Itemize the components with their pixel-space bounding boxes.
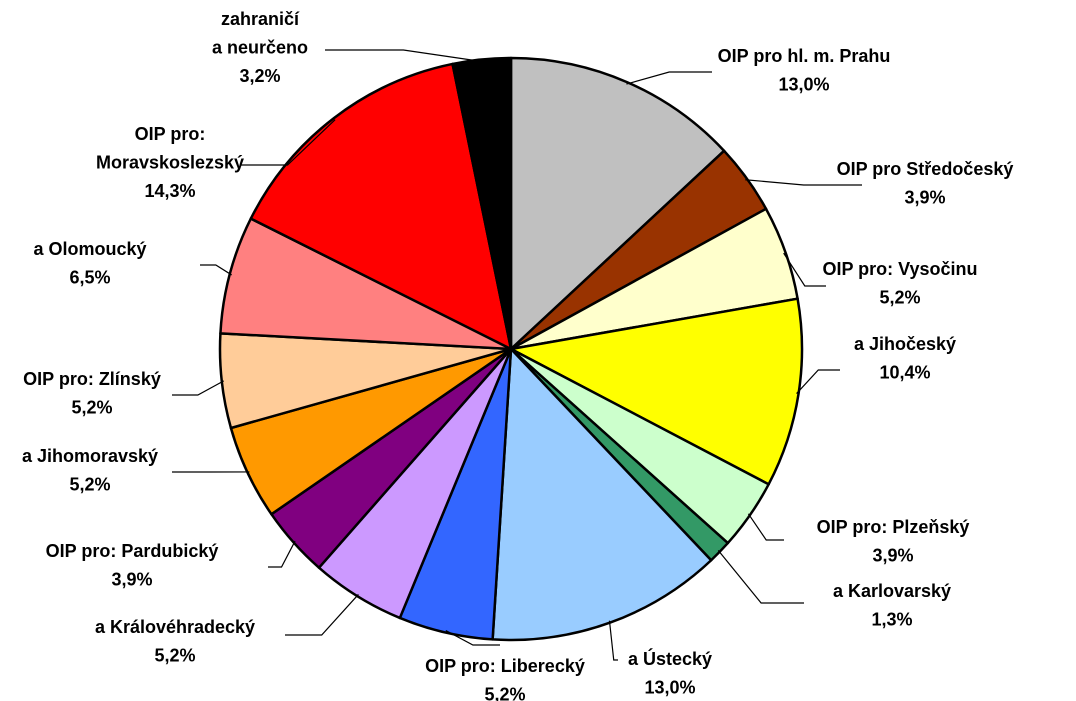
slice-value-label: 5,2%	[879, 287, 920, 307]
leader-line	[783, 252, 826, 287]
leader-line	[796, 369, 840, 394]
slice-label: OIP pro: Plzeňský	[817, 517, 970, 537]
leader-line	[626, 71, 712, 85]
slice-value-label: 3,9%	[111, 569, 152, 589]
slice-value-label: 13,0%	[778, 74, 829, 94]
slice-value-label: 5,2%	[69, 474, 110, 494]
slice-value-label: 3,9%	[872, 545, 913, 565]
slice-value-label: 3,2%	[239, 66, 280, 86]
slice-label: OIP pro Středočeský	[837, 159, 1014, 179]
leader-line	[325, 49, 482, 63]
slice-label: a neurčeno	[212, 37, 308, 57]
leader-line	[285, 594, 359, 636]
slice-label: a Karlovarský	[833, 581, 951, 601]
leader-line	[240, 119, 336, 166]
slice-label: OIP pro hl. m. Prahu	[718, 46, 891, 66]
slice-label: zahraničí	[221, 9, 300, 29]
leader-line	[172, 380, 225, 396]
slice-label: a Jihomoravský	[22, 446, 158, 466]
leader-line	[717, 550, 804, 604]
pie-slice	[249, 62, 513, 351]
leader-line	[747, 513, 784, 541]
slice-label: OIP pro: Pardubický	[46, 541, 219, 561]
pie-slice	[509, 56, 726, 351]
slice-label: Moravskoslezský	[96, 152, 244, 172]
leader-line	[445, 630, 500, 646]
leader-line	[745, 179, 862, 186]
slice-label: OIP pro: Vysočinu	[822, 259, 977, 279]
slice-value-label: 1,3%	[871, 609, 912, 629]
pie-slice	[509, 297, 804, 486]
slice-value-label: 5,2%	[71, 397, 112, 417]
leader-line	[200, 264, 232, 276]
slice-label: a Ústecký	[628, 648, 712, 669]
slice-value-label: 6,5%	[69, 267, 110, 287]
slice-value-label: 3,9%	[904, 187, 945, 207]
leader-line	[608, 620, 618, 661]
slice-label: OIP pro:	[135, 124, 206, 144]
slice-label: a Královéhradecký	[95, 617, 255, 637]
slice-label: a Olomoucký	[33, 239, 146, 259]
slice-value-label: 5,2%	[484, 684, 525, 701]
slice-label: a Jihočeský	[854, 334, 956, 354]
slice-value-label: 14,3%	[144, 181, 195, 201]
pie-slice	[451, 56, 513, 351]
slice-label: OIP pro: Liberecký	[425, 656, 585, 676]
slice-value-label: 13,0%	[644, 677, 695, 697]
slice-label: OIP pro: Zlínský	[23, 369, 161, 389]
leader-line	[268, 540, 296, 568]
slice-value-label: 10,4%	[879, 362, 930, 382]
slice-value-label: 5,2%	[154, 645, 195, 665]
